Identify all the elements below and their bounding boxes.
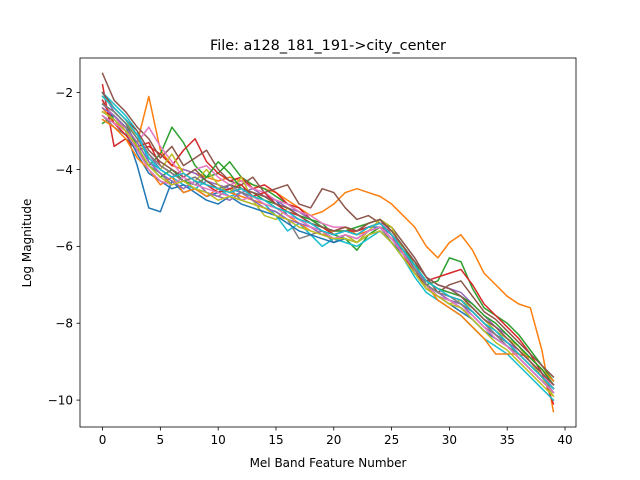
y-tick-label: −2 [55, 86, 73, 100]
series-line-2 [101, 95, 555, 413]
chart-title: File: a128_181_191->city_center [210, 38, 446, 54]
series-line-1 [101, 99, 555, 394]
y-tick-label: −8 [55, 317, 73, 331]
x-tick-label: 0 [99, 433, 107, 447]
series-line-14 [101, 99, 555, 390]
series-line-13 [101, 103, 555, 386]
x-tick-label: 20 [326, 433, 341, 447]
axes-layer: 0 5 10 15 20 25 30 35 40 −10 −8 −6 −4 −2 [48, 57, 577, 447]
y-axis-title: Log Magnitude [20, 199, 34, 288]
series-line-10 [101, 91, 555, 402]
x-tick-label: 30 [442, 433, 457, 447]
y-tick-label: −6 [55, 240, 73, 254]
series-line-7 [101, 103, 555, 390]
series-line-19 [101, 110, 555, 398]
y-tick-label: −4 [55, 163, 73, 177]
x-tick-label: 35 [500, 433, 515, 447]
series-line-9 [101, 95, 555, 398]
series-line-18 [101, 103, 555, 390]
series-line-16 [101, 91, 555, 386]
x-tick-label: 5 [157, 433, 165, 447]
y-tick-label: −10 [48, 393, 73, 407]
x-tick-label: 15 [268, 433, 283, 447]
x-tick-label: 10 [211, 433, 226, 447]
plot-frame [79, 57, 577, 428]
series-layer [101, 72, 555, 413]
series-line-20 [101, 95, 555, 390]
series-line-17 [101, 114, 555, 394]
x-axis-title: Mel Band Feature Number [250, 456, 407, 470]
x-tick-label: 40 [557, 433, 572, 447]
series-line-6 [101, 72, 555, 379]
series-line-11 [101, 110, 555, 394]
x-tick-label: 25 [384, 433, 399, 447]
series-line-15 [101, 106, 555, 386]
